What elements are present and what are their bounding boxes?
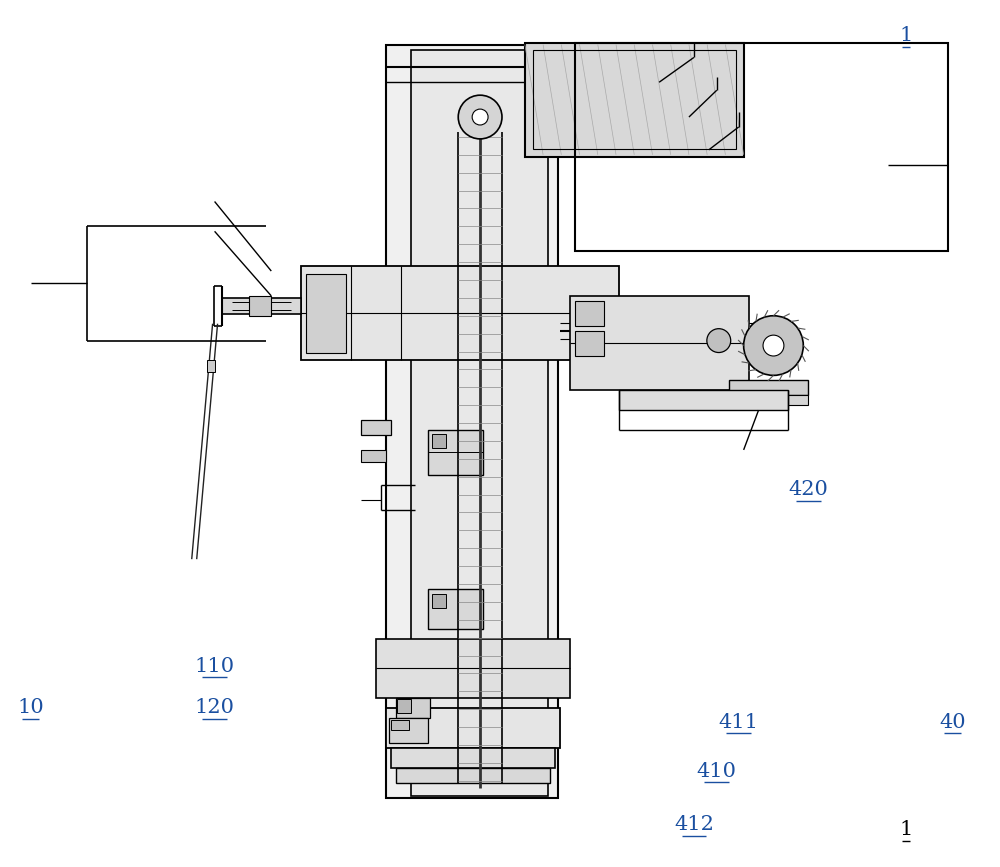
Circle shape xyxy=(763,336,784,356)
Bar xyxy=(533,50,736,149)
Bar xyxy=(428,589,483,629)
Bar xyxy=(397,700,411,714)
Text: 40: 40 xyxy=(939,713,966,732)
Bar xyxy=(301,266,619,361)
Bar xyxy=(386,708,560,748)
Bar xyxy=(391,748,555,768)
Bar xyxy=(575,42,948,251)
Text: 10: 10 xyxy=(17,698,44,717)
Text: 412: 412 xyxy=(674,815,714,834)
Bar xyxy=(389,718,428,743)
Text: 1: 1 xyxy=(899,820,912,839)
Bar xyxy=(207,361,215,373)
Bar xyxy=(428,430,483,475)
Text: 410: 410 xyxy=(697,762,737,780)
Text: 110: 110 xyxy=(195,656,235,675)
Text: 420: 420 xyxy=(788,480,828,499)
Circle shape xyxy=(472,109,488,125)
Bar xyxy=(361,450,386,462)
Bar xyxy=(386,44,558,798)
Bar xyxy=(729,381,808,395)
Bar xyxy=(570,296,749,390)
Bar xyxy=(619,390,788,410)
Bar xyxy=(432,594,446,608)
Bar xyxy=(361,420,391,435)
Circle shape xyxy=(744,316,803,375)
Bar xyxy=(575,301,604,326)
Bar xyxy=(396,768,550,783)
Text: 411: 411 xyxy=(719,713,759,732)
Circle shape xyxy=(707,329,731,353)
Bar xyxy=(411,50,548,796)
Bar xyxy=(525,42,744,157)
Circle shape xyxy=(458,95,502,139)
Text: 1: 1 xyxy=(899,26,912,45)
Bar xyxy=(396,698,430,718)
Bar xyxy=(575,330,604,355)
Bar xyxy=(306,274,346,353)
Bar xyxy=(391,720,409,730)
Bar xyxy=(432,434,446,448)
Bar xyxy=(729,395,808,405)
Bar xyxy=(376,639,570,698)
Bar xyxy=(249,296,271,316)
Text: 120: 120 xyxy=(195,698,235,717)
Bar xyxy=(222,298,301,314)
